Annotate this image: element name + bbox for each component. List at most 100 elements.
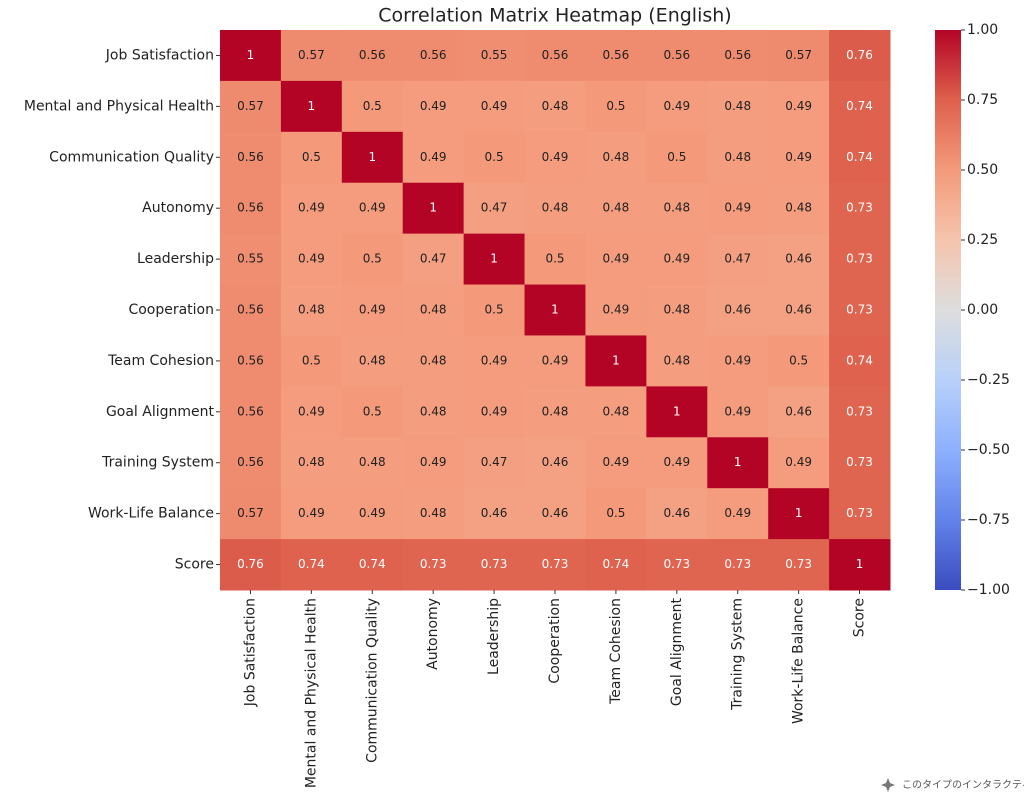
x-tick-label: Goal Alignment [669,597,685,706]
heatmap-cell [220,284,282,336]
cell-label: 0.46 [785,303,812,317]
colorbar-tick-label: 0.75 [967,92,998,108]
heatmap-cell [646,437,708,489]
heatmap-cell [341,437,404,489]
heatmap-cell [768,335,830,387]
heatmap-cell [585,284,647,336]
heatmap-cell [585,182,647,235]
cell-label: 0.55 [481,48,508,62]
cell-label: 0.57 [785,48,812,62]
y-tick-label: Team Cohesion [107,353,214,369]
heatmap-cell [768,233,830,286]
cell-label: 0.5 [606,506,625,520]
cell-label: 0.48 [542,201,569,215]
cell-label: 0.48 [359,353,386,367]
heatmap-cell [280,131,343,184]
x-tick-label: Job Satisfaction [242,598,258,707]
cell-label: 0.73 [846,455,873,469]
y-tick-label: Score [175,557,214,573]
cell-label: 0.49 [481,353,508,367]
cell-label: 0.49 [542,150,569,164]
heatmap-cell [463,80,526,133]
x-tick-label: Work-Life Balance [791,598,807,724]
heatmap-cell [646,284,708,336]
cell-label: 0.5 [302,150,321,164]
cell-label: 0.46 [542,455,569,469]
cell-label: 0.73 [846,404,873,418]
cell-label: 0.56 [663,48,690,62]
cell-label: 0.48 [663,201,690,215]
cell-label: 0.49 [298,404,325,418]
cell-label: 0.49 [663,252,690,266]
colorbar-tick-label: −0.25 [967,372,1010,388]
heatmap-cell [220,233,282,286]
cell-label: 0.5 [789,353,808,367]
cell-label: 0.56 [359,48,386,62]
cell-label: 0.57 [237,99,264,113]
cell-label: 0.48 [298,303,325,317]
badge[interactable]: このタイプのインタラクティブ [881,778,1024,792]
cell-label: 1 [673,404,681,418]
cell-label: 0.57 [298,48,325,62]
cell-label: 0.49 [298,506,325,520]
colorbar-tick-label: −1.00 [967,582,1010,598]
heatmap-cell [707,284,769,336]
cell-label: 0.49 [298,252,325,266]
heatmap-cell [829,30,891,82]
cell-label: 0.47 [724,252,751,266]
cell-label: 1 [856,557,864,571]
cell-label: 0.5 [606,99,625,113]
cell-label: 0.49 [663,99,690,113]
cell-label: 0.73 [846,201,873,215]
heatmap-cell [463,284,526,336]
heatmap-cell [707,233,769,286]
heatmap-cell [463,30,526,82]
cell-label: 0.74 [846,353,873,367]
cell-label: 0.5 [363,99,382,113]
heatmap-cell [707,131,769,184]
cell-label: 0.49 [603,455,630,469]
x-tick-label: Autonomy [425,598,441,670]
cell-label: 0.49 [420,455,447,469]
cell-label: 0.49 [420,150,447,164]
heatmap-cell [402,182,465,235]
cell-label: 0.73 [663,557,690,571]
y-tick-label: Leadership [137,251,214,267]
heatmap-cell [280,386,343,438]
heatmap-cell [402,233,465,286]
heatmap-cell [524,182,586,235]
cell-label: 0.49 [603,303,630,317]
cell-label: 0.48 [420,506,447,520]
cell-label: 0.5 [363,404,382,418]
heatmap-cell [585,488,647,540]
cell-label: 0.74 [846,99,873,113]
cell-label: 0.74 [603,557,630,571]
heatmap-cell [768,30,830,82]
heatmap-cell [402,131,465,184]
cell-label: 0.56 [237,201,264,215]
cell-label: 0.49 [724,353,751,367]
cell-label: 0.5 [667,150,686,164]
y-tick-label: Work-Life Balance [88,506,214,522]
heatmap-cell [829,131,891,184]
heatmap-cell [524,30,586,82]
heatmap-cell [707,386,769,438]
cell-label: 0.74 [846,150,873,164]
cell-label: 0.48 [724,150,751,164]
heatmap-cell [829,80,891,133]
heatmap-cell [768,386,830,438]
heatmap-cell [524,233,586,286]
y-tick-label: Communication Quality [49,149,214,165]
cell-label: 1 [795,506,803,520]
heatmap-cell [402,539,465,591]
x-tick-label: Score [852,598,868,637]
heatmap-cell [829,437,891,489]
cell-label: 0.49 [420,99,447,113]
y-tick-label: Autonomy [142,200,214,216]
heatmap-cell [646,182,708,235]
cell-label: 0.73 [846,303,873,317]
heatmap-cell [463,488,526,540]
cell-label: 0.46 [481,506,508,520]
cell-label: 0.48 [298,455,325,469]
